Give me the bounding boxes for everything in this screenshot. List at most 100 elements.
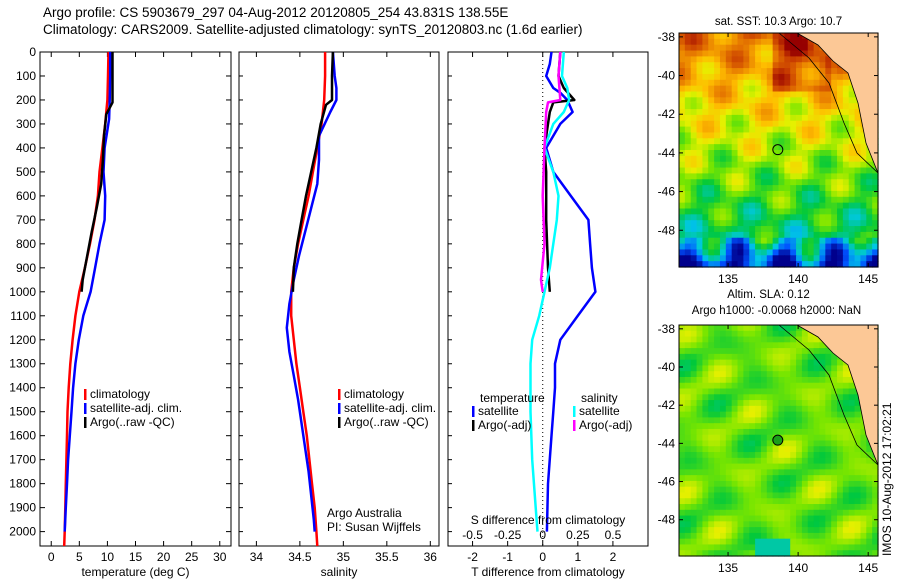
map-cell (801, 214, 809, 221)
map-cell (813, 452, 821, 459)
map-cell (819, 423, 826, 430)
map-cell (766, 475, 774, 482)
map-cell (796, 348, 803, 355)
map-cell (837, 85, 844, 93)
map-cell (760, 114, 768, 122)
map-cell (743, 532, 750, 540)
map-cell (784, 394, 791, 401)
map-cell (860, 544, 867, 551)
map-cell (796, 79, 803, 87)
map-cell (813, 50, 821, 57)
map-cell (848, 150, 856, 157)
map-cell (696, 417, 704, 424)
map-cell (737, 353, 744, 361)
map-cell (866, 173, 873, 180)
map-cell (755, 382, 762, 390)
map-cell (708, 550, 715, 557)
map-cell (831, 126, 838, 134)
map-cell (755, 249, 762, 256)
map-cell (801, 348, 809, 355)
map-cell (714, 353, 721, 361)
map-cell (702, 359, 709, 367)
map-cell (784, 249, 791, 256)
map-cell (737, 394, 744, 401)
map-cell (825, 376, 832, 384)
map-cell (749, 486, 756, 494)
map-cell (837, 226, 844, 233)
map-cell (848, 400, 856, 407)
map-cell (848, 144, 856, 151)
map-cell (784, 185, 791, 192)
map-cell (819, 365, 826, 372)
map-cell (784, 463, 791, 470)
map-cell (801, 457, 809, 465)
map-cell (801, 179, 809, 186)
map-cell (772, 509, 780, 517)
map-cell (708, 457, 715, 465)
map-cell (684, 532, 692, 540)
map-cell (866, 498, 873, 505)
map-cell (825, 423, 832, 430)
map-cell (679, 97, 686, 104)
map-cell (778, 521, 785, 528)
map-cell (842, 144, 850, 151)
map-cell (837, 457, 844, 465)
map-cell (755, 342, 762, 349)
map-cell (719, 469, 727, 476)
map-cell (842, 423, 850, 430)
map-cell (831, 353, 838, 361)
map-cell (825, 521, 832, 528)
map-cell (813, 446, 821, 453)
map-cell (749, 150, 756, 157)
map-cell (749, 428, 756, 436)
map-cell (725, 126, 733, 134)
map-cell (796, 179, 803, 186)
map-cell (725, 120, 733, 128)
map-cell (731, 220, 739, 227)
map-cell (796, 255, 803, 262)
map-cell (749, 261, 756, 268)
map-cell (778, 515, 785, 522)
map-cell (772, 325, 780, 332)
map-cell (801, 480, 809, 488)
map-cell (854, 155, 862, 163)
map-cell (684, 179, 692, 186)
map-cell (766, 38, 774, 46)
map-cell (684, 190, 692, 198)
map-cell (708, 33, 715, 40)
map-cell (872, 237, 879, 245)
map-cell (760, 457, 768, 465)
map-cell (743, 261, 750, 268)
map-cell (690, 336, 698, 343)
map-cell (714, 103, 721, 110)
map-cell (719, 103, 727, 110)
map-cell (778, 97, 785, 104)
map-cell (813, 167, 821, 174)
map-cell (842, 498, 850, 505)
map-cell (784, 342, 791, 349)
map-cell (725, 114, 733, 122)
map-cell (760, 126, 768, 134)
map-cell (702, 475, 709, 482)
map-cell (842, 179, 850, 186)
map-cell (679, 237, 686, 245)
map-cell (684, 79, 692, 87)
map-cell (831, 161, 838, 169)
map-cell (854, 231, 862, 239)
map-cell (679, 504, 686, 511)
map-cell (760, 365, 768, 372)
map-cell (860, 423, 867, 430)
map-cell (842, 492, 850, 499)
map-cell (854, 532, 862, 540)
map-cell (778, 405, 785, 413)
map-cell (725, 196, 733, 204)
map-cell (831, 365, 838, 372)
map-cell (737, 38, 744, 46)
map-cell (684, 342, 692, 349)
map-cell (831, 91, 838, 98)
map-cell (755, 492, 762, 499)
map-cell (778, 68, 785, 75)
x-tick-label: 34.5 (288, 550, 312, 564)
map-cell (714, 208, 721, 215)
